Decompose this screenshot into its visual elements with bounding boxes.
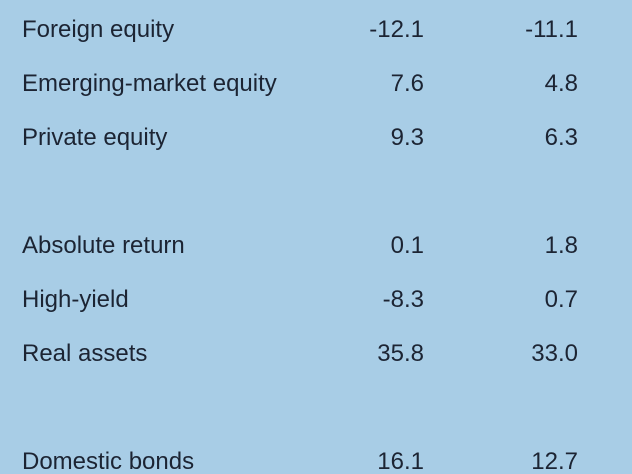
value-col-1: 16.1 xyxy=(377,448,424,474)
value-col-2: 6.3 xyxy=(544,124,578,151)
row-label: Emerging-market equity xyxy=(22,70,277,97)
value-col-2: -11.1 xyxy=(525,16,578,43)
row-label: Foreign equity xyxy=(22,16,175,43)
value-col-2: 1.8 xyxy=(544,232,578,259)
value-col-2: 12.7 xyxy=(531,448,578,474)
value-col-1: 35.8 xyxy=(377,340,424,367)
row-label: Domestic bonds xyxy=(22,448,195,474)
value-col-1: 7.6 xyxy=(390,70,424,97)
value-col-1: 9.3 xyxy=(390,124,424,151)
row-label: Real assets xyxy=(22,340,148,367)
value-col-1: 0.1 xyxy=(390,232,424,259)
value-col-2: 0.7 xyxy=(544,286,578,313)
value-col-1: -12.1 xyxy=(369,16,424,43)
value-col-2: 4.8 xyxy=(544,70,578,97)
value-col-2: 33.0 xyxy=(531,340,578,367)
row-label: Private equity xyxy=(22,124,168,151)
row-label: High-yield xyxy=(22,286,129,313)
row-label: Absolute return xyxy=(22,232,185,259)
value-col-1: -8.3 xyxy=(382,286,424,313)
